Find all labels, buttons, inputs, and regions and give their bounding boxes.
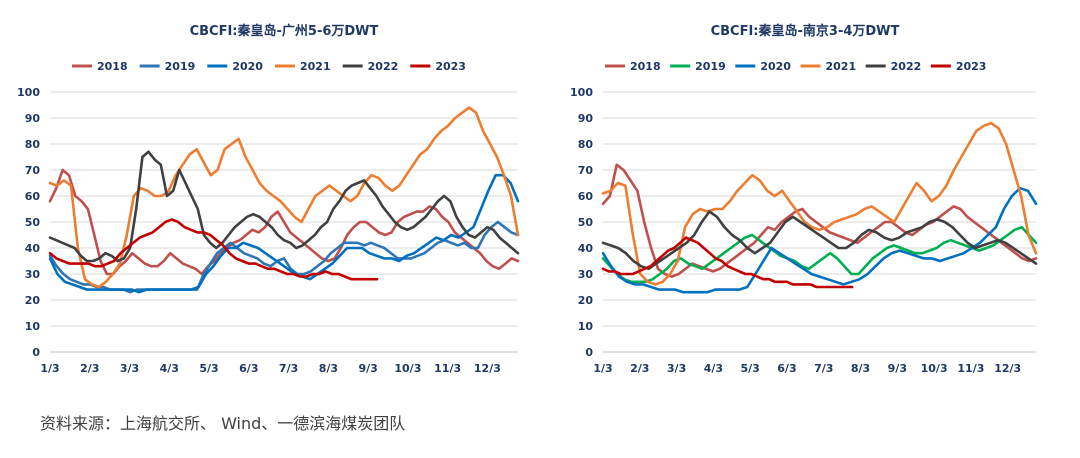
series-line-2021 xyxy=(601,121,1038,286)
y-tick-label: 70 xyxy=(25,164,41,177)
chart-title: CBCFI:秦皇岛-广州5-6万DWT xyxy=(190,23,379,39)
x-tick-label: 8/3 xyxy=(851,362,870,375)
legend-label-2019: 2019 xyxy=(695,60,726,73)
x-tick-label: 8/3 xyxy=(319,362,338,375)
y-tick-label: 50 xyxy=(25,216,41,229)
x-tick-label: 2/3 xyxy=(630,362,649,375)
y-tick-label: 50 xyxy=(578,216,594,229)
series-line-2020 xyxy=(48,173,520,294)
y-tick-label: 100 xyxy=(570,86,593,99)
x-tick-label: 4/3 xyxy=(160,362,179,375)
legend-label-2020: 2020 xyxy=(760,60,791,73)
x-tick-label: 10/3 xyxy=(394,362,421,375)
x-tick-label: 10/3 xyxy=(921,362,948,375)
y-tick-label: 30 xyxy=(25,268,41,281)
legend-label-2022: 2022 xyxy=(368,60,399,73)
y-tick-label: 100 xyxy=(17,86,40,99)
x-tick-label: 12/3 xyxy=(994,362,1021,375)
series-line-2019 xyxy=(48,220,520,294)
series-line-2021 xyxy=(48,106,520,289)
legend-label-2022: 2022 xyxy=(891,60,922,73)
x-tick-label: 7/3 xyxy=(279,362,298,375)
x-tick-label: 12/3 xyxy=(474,362,501,375)
y-tick-label: 20 xyxy=(25,294,41,307)
x-tick-label: 1/3 xyxy=(40,362,59,375)
series-line-2018 xyxy=(48,168,520,276)
x-tick-label: 1/3 xyxy=(593,362,612,375)
chart-1: CBCFI:秦皇岛-广州5-6万DWT 0 10 20 30 40 50 60 70 80 90 10… xyxy=(17,23,520,375)
legend-label-2023: 2023 xyxy=(435,60,466,73)
x-tick-label: 9/3 xyxy=(358,362,377,375)
legend-label-2018: 2018 xyxy=(97,60,128,73)
y-tick-label: 60 xyxy=(578,190,594,203)
x-tick-label: 9/3 xyxy=(888,362,907,375)
x-tick-label: 6/3 xyxy=(239,362,258,375)
y-tick-label: 10 xyxy=(25,320,41,333)
y-tick-label: 0 xyxy=(32,346,40,359)
chart-title: CBCFI:秦皇岛-南京3-4万DWT xyxy=(711,23,900,39)
y-tick-label: 10 xyxy=(578,320,594,333)
series-line-2023 xyxy=(601,236,854,289)
source-note: 资料来源：上海航交所、 Wind、一德滨海煤炭团队 xyxy=(40,414,406,433)
legend-label-2023: 2023 xyxy=(956,60,987,73)
legend-label-2019: 2019 xyxy=(165,60,196,73)
y-tick-label: 40 xyxy=(25,242,41,255)
x-tick-label: 2/3 xyxy=(80,362,99,375)
y-tick-label: 90 xyxy=(578,112,594,125)
legend-label-2021: 2021 xyxy=(300,60,331,73)
legend-label-2021: 2021 xyxy=(826,60,857,73)
y-tick-label: 0 xyxy=(585,346,593,359)
series-line-2022 xyxy=(48,150,520,263)
y-tick-label: 80 xyxy=(25,138,41,151)
chart-2: CBCFI:秦皇岛-南京3-4万DWT 0 10 20 30 40 50 60 70 80 90 10… xyxy=(570,23,1038,375)
series-line-2022 xyxy=(601,210,1038,271)
series-line-2019 xyxy=(601,225,1038,284)
y-tick-label: 90 xyxy=(25,112,41,125)
y-tick-label: 40 xyxy=(578,242,594,255)
y-tick-label: 20 xyxy=(578,294,594,307)
x-tick-label: 3/3 xyxy=(667,362,686,375)
x-tick-label: 11/3 xyxy=(434,362,461,375)
legend-label-2020: 2020 xyxy=(232,60,263,73)
x-tick-label: 11/3 xyxy=(957,362,984,375)
y-tick-label: 80 xyxy=(578,138,594,151)
y-tick-label: 60 xyxy=(25,190,41,203)
x-tick-label: 7/3 xyxy=(814,362,833,375)
x-tick-label: 3/3 xyxy=(120,362,139,375)
x-tick-label: 5/3 xyxy=(740,362,759,375)
series-line-2023 xyxy=(48,218,379,281)
x-tick-label: 5/3 xyxy=(199,362,218,375)
y-tick-label: 70 xyxy=(578,164,594,177)
y-tick-label: 30 xyxy=(578,268,594,281)
series-line-2018 xyxy=(601,163,1038,278)
x-tick-label: 6/3 xyxy=(777,362,796,375)
series-line-2020 xyxy=(601,186,1038,294)
x-tick-label: 4/3 xyxy=(704,362,723,375)
legend-label-2018: 2018 xyxy=(630,60,661,73)
